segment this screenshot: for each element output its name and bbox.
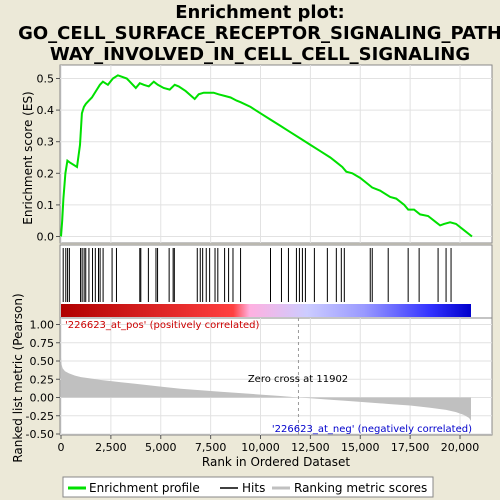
zero-cross-label: Zero cross at 11902 [248,374,348,385]
metric-gridlines [60,318,492,435]
x-tick-label: 17,500 [391,441,430,454]
chart-title-line-1: Enrichment plot: [175,2,345,23]
metric-x-ticks: 0 2,500 5,000 7,500 10,000 12,500 15,000 17,500… [58,435,480,454]
es-y-tick-label: 0.4 [37,104,55,117]
metric-y-tick-label: 0.00 [30,392,55,405]
metric-y-tick-label: -0.50 [26,428,54,441]
legend-box [62,476,434,498]
metric-y-tick-label: 1.00 [30,319,55,332]
es-y-tick-label: 0.3 [37,136,55,149]
metric-y-ticks: -0.50 -0.25 0.00 0.25 0.50 0.75 1.00 [26,319,60,441]
x-tick-label: 10,000 [241,441,280,454]
es-y-tick-label: 0.2 [37,167,55,180]
pos-correlated-label: '226623_at_pos' (positively correlated) [65,320,259,331]
es-y-ticks: 0.0 0.1 0.2 0.3 0.4 0.5 [37,73,60,244]
es-y-axis-label: Enrichment score (ES) [21,91,35,224]
es-gridlines [60,65,492,243]
x-tick-label: 2,500 [95,441,127,454]
legend: Enrichment profile Hits Ranking metric s… [62,476,434,498]
enrichment-profile-line [60,74,473,238]
legend-ranking-label: Ranking metric scores [294,481,427,495]
metric-y-axis-label: Ranked list metric (Pearson) [11,293,25,462]
chart-title-line-2: GO_CELL_SURFACE_RECEPTOR_SIGNALING_PATH [18,23,500,44]
es-panel: 0.0 0.1 0.2 0.3 0.4 0.5 Enrichment score (ES) [21,64,493,244]
es-y-tick-label: 0.1 [37,199,55,212]
x-tick-label: 7,500 [195,441,227,454]
metric-y-tick-label: 0.75 [30,337,55,350]
metric-panel: -0.50 -0.25 0.00 0.25 0.50 0.75 1.00 0 2,500 5,0… [11,293,493,469]
x-tick-label: 0 [58,441,65,454]
es-y-tick-label: 0.0 [37,231,55,244]
rank-gradient-bar [61,304,471,317]
neg-correlated-label: '226623_at_neg' (negatively correlated) [272,424,472,435]
x-axis-label: Rank in Ordered Dataset [202,455,350,469]
chart-title-line-3: WAY_INVOLVED_IN_CELL_CELL_SIGNALING [50,44,470,65]
x-tick-label: 5,000 [145,441,177,454]
metric-y-tick-label: -0.25 [26,410,54,423]
metric-y-tick-label: 0.50 [30,355,55,368]
x-tick-label: 12,500 [291,441,330,454]
hits-panel [59,244,493,319]
hit-marks [62,248,452,302]
metric-y-tick-label: 0.25 [30,373,55,386]
legend-enrichment-label: Enrichment profile [89,481,200,495]
legend-hits-label: Hits [242,481,265,495]
es-y-tick-label: 0.5 [37,73,55,86]
ranking-metric-area [61,357,471,421]
x-tick-label: 15,000 [341,441,380,454]
x-tick-label: 20,000 [441,441,480,454]
